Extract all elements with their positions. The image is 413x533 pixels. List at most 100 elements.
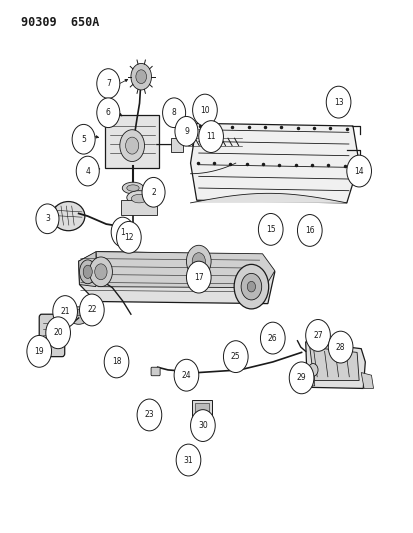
Text: 90309  650A: 90309 650A xyxy=(21,16,99,29)
Ellipse shape xyxy=(79,260,96,284)
Text: 7: 7 xyxy=(106,79,110,88)
Circle shape xyxy=(97,98,119,127)
Circle shape xyxy=(247,281,255,292)
Text: 29: 29 xyxy=(296,373,306,382)
FancyBboxPatch shape xyxy=(194,403,208,414)
Circle shape xyxy=(307,364,317,376)
Text: 4: 4 xyxy=(85,166,90,175)
Polygon shape xyxy=(190,123,358,203)
Text: 23: 23 xyxy=(144,410,154,419)
Circle shape xyxy=(174,359,198,391)
Circle shape xyxy=(104,346,128,378)
Text: 5: 5 xyxy=(81,135,86,144)
Text: 18: 18 xyxy=(112,358,121,367)
Polygon shape xyxy=(360,373,373,389)
Text: 1: 1 xyxy=(120,228,125,237)
Circle shape xyxy=(111,217,134,247)
FancyBboxPatch shape xyxy=(39,314,64,357)
Circle shape xyxy=(305,319,330,351)
Polygon shape xyxy=(96,252,274,288)
Circle shape xyxy=(142,177,165,207)
Text: 9: 9 xyxy=(183,127,188,136)
Circle shape xyxy=(176,444,200,476)
Circle shape xyxy=(346,155,370,187)
Circle shape xyxy=(79,294,104,326)
Circle shape xyxy=(260,322,285,354)
Circle shape xyxy=(72,124,95,154)
Text: 3: 3 xyxy=(45,214,50,223)
Text: 28: 28 xyxy=(335,343,344,352)
Text: 20: 20 xyxy=(53,328,63,337)
Polygon shape xyxy=(78,252,96,287)
Circle shape xyxy=(192,94,217,126)
Circle shape xyxy=(46,317,70,349)
Text: 10: 10 xyxy=(199,106,209,115)
Text: 15: 15 xyxy=(265,225,275,234)
Text: 16: 16 xyxy=(304,226,314,235)
Text: 6: 6 xyxy=(106,108,110,117)
FancyBboxPatch shape xyxy=(105,115,159,168)
Text: 22: 22 xyxy=(87,305,96,314)
Text: 12: 12 xyxy=(124,233,133,242)
Polygon shape xyxy=(305,342,364,389)
Circle shape xyxy=(76,156,99,186)
Circle shape xyxy=(190,410,215,441)
Ellipse shape xyxy=(71,307,86,318)
Text: 13: 13 xyxy=(333,98,342,107)
Text: 30: 30 xyxy=(197,421,207,430)
Circle shape xyxy=(328,331,352,363)
Text: 26: 26 xyxy=(267,334,277,343)
Text: 24: 24 xyxy=(181,370,191,379)
Text: 21: 21 xyxy=(60,307,70,316)
Circle shape xyxy=(289,362,313,394)
Circle shape xyxy=(116,221,141,253)
Circle shape xyxy=(36,204,59,233)
Polygon shape xyxy=(78,252,274,304)
Text: 25: 25 xyxy=(230,352,240,361)
Polygon shape xyxy=(309,347,358,381)
Text: 19: 19 xyxy=(34,347,44,356)
Text: 14: 14 xyxy=(354,166,363,175)
Ellipse shape xyxy=(74,310,83,316)
Circle shape xyxy=(192,253,205,270)
Circle shape xyxy=(223,341,247,373)
Circle shape xyxy=(89,257,112,287)
Circle shape xyxy=(234,264,268,309)
Text: 11: 11 xyxy=(206,132,215,141)
Circle shape xyxy=(258,214,282,245)
Circle shape xyxy=(162,98,185,127)
Circle shape xyxy=(297,215,321,246)
Circle shape xyxy=(175,116,197,146)
Ellipse shape xyxy=(131,195,147,203)
Circle shape xyxy=(131,63,151,90)
Circle shape xyxy=(186,261,211,293)
Ellipse shape xyxy=(83,265,92,278)
Ellipse shape xyxy=(122,182,143,194)
Text: 2: 2 xyxy=(151,188,156,197)
Circle shape xyxy=(240,273,261,300)
Circle shape xyxy=(53,296,77,327)
FancyBboxPatch shape xyxy=(121,200,157,215)
Ellipse shape xyxy=(71,315,86,324)
Text: 31: 31 xyxy=(183,456,193,465)
Circle shape xyxy=(135,70,146,84)
Circle shape xyxy=(186,245,211,277)
Circle shape xyxy=(325,86,350,118)
Circle shape xyxy=(119,130,144,161)
Ellipse shape xyxy=(52,201,85,231)
Text: 27: 27 xyxy=(313,331,322,340)
Polygon shape xyxy=(305,367,314,386)
Ellipse shape xyxy=(126,191,151,205)
Text: 17: 17 xyxy=(194,272,203,281)
Text: 8: 8 xyxy=(171,108,176,117)
Circle shape xyxy=(198,120,223,152)
Ellipse shape xyxy=(126,185,139,191)
Circle shape xyxy=(97,69,119,99)
FancyBboxPatch shape xyxy=(191,400,211,417)
Circle shape xyxy=(95,264,107,280)
FancyBboxPatch shape xyxy=(151,367,160,376)
Circle shape xyxy=(27,335,52,367)
Circle shape xyxy=(137,399,161,431)
FancyBboxPatch shape xyxy=(171,138,183,152)
Circle shape xyxy=(125,137,138,154)
